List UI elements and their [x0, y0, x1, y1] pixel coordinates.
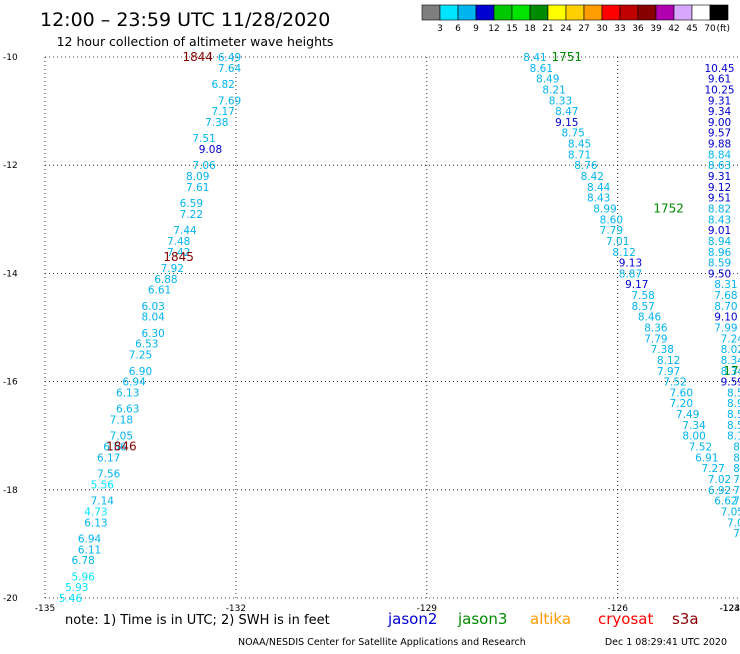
satellite-legend-jason2: jason2 [387, 610, 437, 628]
wave-height-value: 7.18 [110, 414, 133, 426]
x-tick-label: -124 [720, 604, 740, 614]
wave-height-value: 5.56 [91, 479, 115, 491]
chart-title: 12:00 – 23:59 UTC 11/28/2020 [40, 9, 330, 31]
wave-height-value: 7.38 [205, 117, 228, 129]
scale-swatch [548, 5, 566, 20]
scale-label: 27 [578, 24, 589, 34]
chart-subtitle: 12 hour collection of altimeter wave hei… [57, 34, 334, 49]
satellite-legend-altika: altika [530, 610, 571, 628]
y-tick-label: -16 [3, 378, 18, 388]
satellite-legend-jason3: jason3 [457, 610, 507, 628]
scale-label: 15 [506, 24, 517, 34]
scale-swatch [530, 5, 548, 20]
wave-height-value: 8.04 [141, 312, 165, 324]
wave-height-value: 7.00 [733, 496, 740, 508]
scale-label: 24 [560, 24, 572, 34]
scale-label: 30 [596, 24, 608, 34]
scale-swatch [422, 5, 440, 20]
y-tick-label: -12 [3, 161, 18, 171]
scale-label: 36 [632, 24, 644, 34]
y-tick-label: -18 [3, 486, 18, 496]
time-label: 1845 [163, 250, 194, 264]
satellite-legend-cryosat: cryosat [598, 610, 653, 628]
footer-note: note: 1) Time is in UTC; 2) SWH is in fe… [65, 613, 330, 628]
scale-label: 39 [650, 24, 662, 34]
scale-swatch [638, 5, 656, 20]
scale-swatch [584, 5, 602, 20]
scale-swatch [674, 5, 692, 20]
scale-label: 6 [455, 24, 461, 34]
scale-swatch [710, 5, 728, 20]
scale-unit: (ft) [716, 24, 730, 34]
wave-height-value: 9.08 [199, 144, 222, 156]
footer-timestamp: Dec 1 08:29:41 UTC 2020 [605, 637, 727, 648]
satellite-legend-s3a: s3a [672, 610, 699, 628]
y-tick-label: -20 [3, 594, 18, 604]
satellite-legend: jason2 jason3 altika cryosat s3a [387, 610, 699, 628]
time-label: 1752 [653, 201, 684, 215]
scale-label: 21 [542, 24, 553, 34]
time-label: 1846 [106, 440, 137, 454]
scale-label: 18 [524, 24, 536, 34]
wave-height-value: 6.61 [148, 285, 171, 297]
scale-swatch [512, 5, 530, 20]
scale-label: 70 [704, 24, 716, 34]
wave-height-value: 7.22 [180, 209, 203, 221]
scale-swatch [566, 5, 584, 20]
footer-credit: NOAA/NESDIS Center for Satellite Applica… [238, 637, 526, 648]
wave-height-value: 6.13 [116, 387, 139, 399]
scale-swatch [692, 5, 710, 20]
scale-label: 42 [668, 24, 679, 34]
wave-height-value: 7.25 [129, 350, 152, 362]
wave-height-value: 6.13 [84, 517, 107, 529]
y-tick-label: -10 [3, 53, 18, 63]
scale-label: 9 [473, 24, 479, 34]
wave-height-value: 7.61 [186, 182, 209, 194]
scale-label: 33 [614, 24, 625, 34]
data-marks: 6.497.646.827.697.177.387.519.087.068.09… [59, 50, 740, 605]
scale-label: 45 [686, 24, 697, 34]
scale-swatch [602, 5, 620, 20]
wave-height-value: 6.78 [71, 555, 94, 567]
scale-swatch [458, 5, 476, 20]
scale-label: 12 [488, 24, 499, 34]
wave-height-value: 6.17 [97, 452, 120, 464]
scale-label: 3 [437, 24, 443, 34]
x-tick-label: -135 [35, 604, 55, 614]
scale-swatch [656, 5, 674, 20]
wave-height-value: 6.82 [211, 79, 234, 91]
wave-height-value: 7.64 [218, 63, 242, 75]
axis-ticks: -10-12-14-16-18-20-135-132-129-126-123-1… [3, 53, 740, 614]
time-label: 1751 [552, 50, 583, 64]
scale-swatch [476, 5, 494, 20]
y-tick-label: -14 [3, 269, 18, 279]
scale-swatch [620, 5, 638, 20]
wave-height-value: 5.46 [59, 593, 83, 605]
scale-swatch [440, 5, 458, 20]
time-label: 1844 [182, 50, 213, 64]
scale-swatch [494, 5, 512, 20]
